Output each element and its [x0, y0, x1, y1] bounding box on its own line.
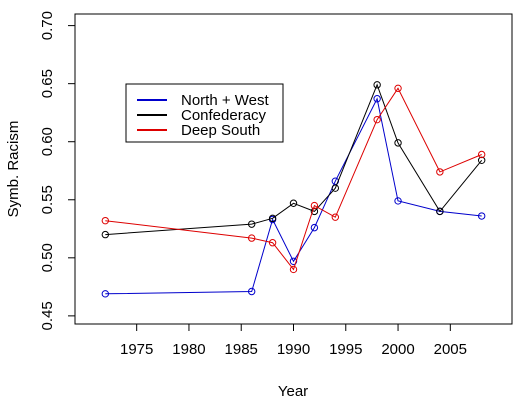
series-2 — [101, 84, 486, 274]
series-1 — [101, 81, 486, 239]
data-point — [289, 199, 298, 207]
data-point — [101, 230, 110, 239]
data-point — [268, 239, 277, 247]
data-point — [310, 201, 319, 210]
data-point — [247, 220, 256, 228]
y-tick-label: 0.70 — [39, 11, 56, 40]
data-point — [436, 207, 444, 216]
data-point — [394, 197, 402, 205]
data-point — [373, 115, 381, 124]
series-layer — [101, 81, 486, 298]
data-point — [331, 213, 340, 221]
y-axis: 0.45 0.50 0.55 0.60 0.65 0.70 — [39, 11, 75, 330]
series-line — [105, 97, 482, 295]
legend-label: Confederacy — [181, 107, 267, 124]
data-point — [394, 139, 402, 147]
x-tick-label: 1985 — [225, 341, 258, 358]
y-tick-label: 0.55 — [39, 185, 56, 214]
data-point — [373, 95, 381, 103]
data-point — [477, 150, 486, 159]
x-axis-title: Year — [278, 383, 308, 400]
data-point — [436, 168, 444, 176]
data-point — [247, 234, 256, 242]
x-tick-label: 1980 — [172, 341, 205, 358]
data-point — [289, 265, 298, 274]
x-tick-label: 1975 — [120, 341, 153, 358]
data-point — [477, 156, 486, 164]
y-tick-label: 0.50 — [39, 243, 56, 272]
data-point — [331, 184, 340, 192]
legend-label: North + West — [181, 92, 270, 109]
y-tick-label: 0.45 — [39, 301, 56, 330]
legend-box — [125, 83, 284, 143]
data-point — [477, 212, 486, 220]
data-point — [289, 257, 298, 266]
x-axis: 1975 1980 1985 1990 1995 2000 2005 — [120, 324, 467, 358]
legend-label: Deep South — [181, 122, 260, 139]
series-line — [105, 83, 483, 236]
data-point — [247, 287, 256, 296]
data-point — [101, 290, 110, 298]
y-tick-label: 0.60 — [39, 127, 56, 156]
y-axis-title: Symb. Racism — [5, 121, 22, 218]
y-tick-label: 0.65 — [39, 69, 56, 98]
data-point — [310, 223, 319, 232]
x-tick-label: 1990 — [277, 341, 310, 358]
series-line — [105, 87, 482, 271]
data-point — [268, 214, 277, 223]
data-point — [394, 84, 402, 93]
data-point — [101, 216, 110, 225]
data-point — [310, 207, 319, 216]
x-tick-label: 1995 — [329, 341, 362, 358]
x-tick-label: 2000 — [381, 341, 414, 358]
x-tick-label: 2005 — [434, 341, 467, 358]
data-point — [373, 81, 381, 89]
